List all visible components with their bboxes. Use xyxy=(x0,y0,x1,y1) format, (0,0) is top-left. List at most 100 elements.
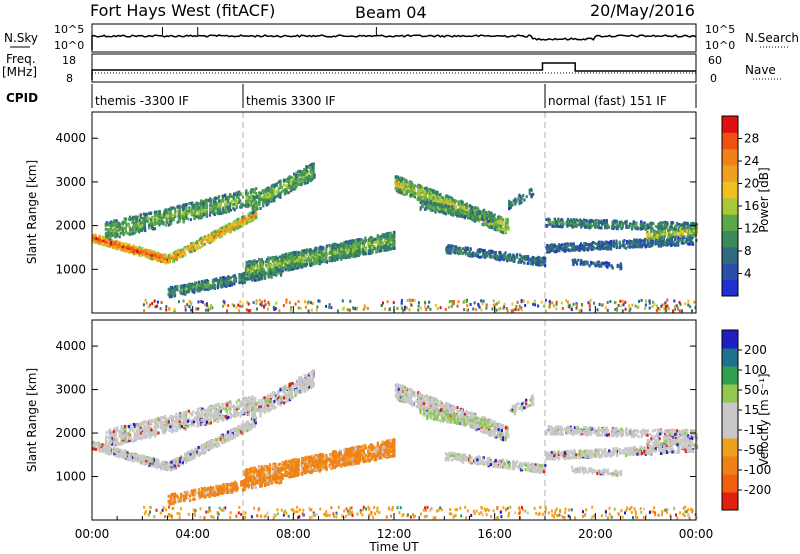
echo-cell xyxy=(169,288,172,292)
echo-cell xyxy=(423,200,426,204)
echo-cell xyxy=(97,240,100,244)
echo-cell xyxy=(162,254,166,258)
echo-cell xyxy=(352,239,355,243)
echo-cell xyxy=(179,251,182,254)
cpid-segment-label: normal (fast) 151 IF xyxy=(548,94,667,108)
echo-cell xyxy=(324,252,327,256)
echo-cell xyxy=(298,182,302,186)
echo-cell xyxy=(336,258,339,262)
echo-cell xyxy=(201,200,204,203)
echo-cell xyxy=(325,249,328,253)
echo-cell xyxy=(115,229,118,233)
echo-cell xyxy=(165,217,168,220)
echo-cell xyxy=(280,273,283,277)
echo-cell xyxy=(192,209,195,213)
echo-cell xyxy=(256,266,259,270)
echo-cell xyxy=(153,250,156,254)
echo-cell xyxy=(223,194,226,198)
noise-bottom-label: 10^0 xyxy=(54,39,84,52)
echo-cell xyxy=(131,221,134,225)
echo-cell xyxy=(176,210,179,214)
echo-cell xyxy=(203,209,206,213)
echo-cell xyxy=(397,190,400,194)
echo-cell xyxy=(345,245,348,249)
echo-cell xyxy=(386,235,389,239)
nsky-label: N.Sky xyxy=(4,31,38,45)
echo-cell xyxy=(331,244,334,248)
echo-cell xyxy=(429,196,432,200)
echo-cell xyxy=(124,225,127,229)
echo-cell xyxy=(309,166,312,170)
echo-cell xyxy=(260,273,263,276)
echo-cell xyxy=(260,268,263,272)
echo-cell xyxy=(263,188,266,192)
echo-cell xyxy=(119,248,122,252)
echo-cell xyxy=(118,222,121,226)
echo-cell xyxy=(287,254,290,258)
echo-cell xyxy=(194,204,197,208)
echo-cell xyxy=(309,248,312,252)
echo-cell xyxy=(158,211,161,215)
echo-cell xyxy=(318,256,321,259)
echo-cell xyxy=(272,183,275,187)
echo-cell xyxy=(274,260,277,264)
echo-cell xyxy=(305,179,308,183)
echo-cell xyxy=(252,201,255,205)
freq-label-line2: [MHz] xyxy=(2,65,37,79)
echo-cell xyxy=(386,246,389,250)
echo-cell xyxy=(251,278,254,282)
echo-cell xyxy=(272,194,275,198)
echo-cell xyxy=(388,236,391,240)
echo-cell xyxy=(174,210,177,214)
echo-cell xyxy=(181,211,184,215)
echo-cell xyxy=(314,252,317,256)
echo-cell xyxy=(292,251,295,255)
echo-cell xyxy=(232,220,235,224)
echo-cell xyxy=(243,275,246,279)
echo-cell xyxy=(199,286,202,290)
echo-cell xyxy=(173,291,176,295)
echo-cell xyxy=(107,230,110,234)
echo-cell xyxy=(110,241,113,245)
echo-cell xyxy=(474,219,477,223)
echo-cell xyxy=(135,226,138,230)
echo-cell xyxy=(266,271,269,275)
echo-cell xyxy=(262,260,265,264)
echo-cell xyxy=(254,278,257,282)
echo-cell xyxy=(328,243,331,247)
echo-cell xyxy=(218,227,222,231)
echo-cell xyxy=(173,289,177,293)
echo-cell xyxy=(157,213,160,217)
echo-cell xyxy=(495,227,498,231)
echo-cell xyxy=(289,267,293,271)
echo-cell xyxy=(391,245,394,248)
freq-strip: 18 8 60 0 Freq. [MHz] Nave xyxy=(2,52,783,85)
echo-cell xyxy=(102,239,105,243)
echo-cell xyxy=(500,215,503,219)
echo-cell xyxy=(127,232,130,236)
echo-cell xyxy=(405,179,408,183)
echo-cell xyxy=(218,235,222,239)
echo-cell xyxy=(349,251,353,255)
echo-cell xyxy=(157,255,161,259)
echo-cell xyxy=(109,236,112,239)
echo-cell xyxy=(227,223,230,227)
echo-cell xyxy=(158,223,161,227)
echo-cell xyxy=(368,249,371,253)
echo-cell xyxy=(288,264,291,268)
echo-cell xyxy=(253,196,256,200)
echo-cell xyxy=(258,271,261,275)
echo-cell xyxy=(136,215,140,219)
echo-cell xyxy=(303,169,306,173)
echo-cell xyxy=(106,238,109,242)
echo-cell xyxy=(255,264,258,268)
echo-cell xyxy=(255,273,258,277)
echo-cell xyxy=(152,227,155,231)
echo-cell xyxy=(229,284,232,287)
echo-cell xyxy=(162,215,165,219)
echo-cell xyxy=(268,192,271,196)
echo-cell xyxy=(250,270,253,274)
echo-cell xyxy=(336,251,339,254)
echo-cell xyxy=(210,239,213,243)
